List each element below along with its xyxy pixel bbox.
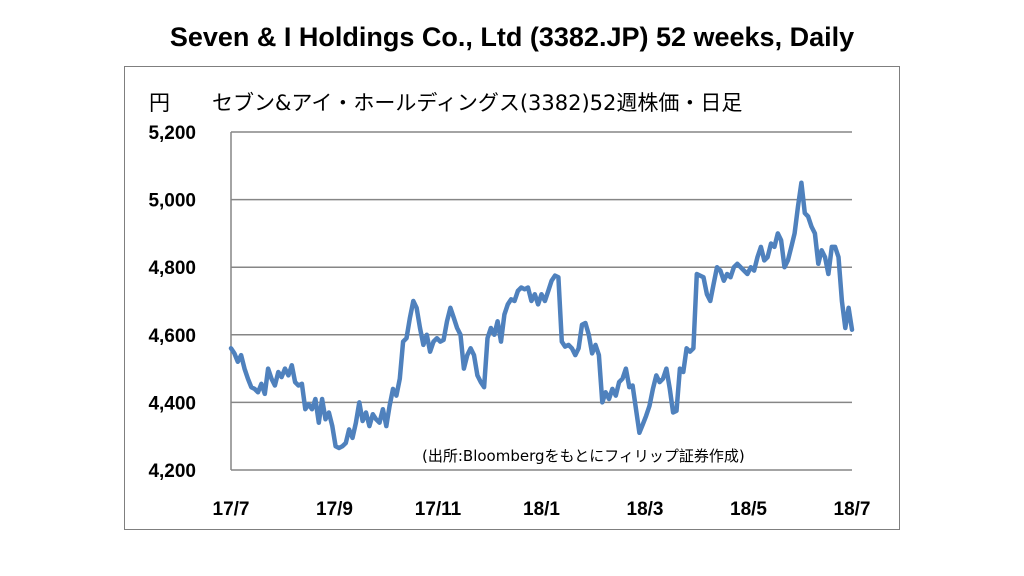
chart-title: Seven & I Holdings Co., Ltd (3382.JP) 52… [169, 22, 855, 52]
x-tick-label: 18/3 [627, 499, 664, 520]
chart-subtitle: セブン&アイ・ホールディングス(3382)52週株価・日足 [212, 91, 742, 115]
x-tick-label: 17/11 [415, 499, 462, 520]
x-tick-label: 17/9 [316, 499, 353, 520]
x-tick-label: 18/7 [834, 499, 871, 520]
y-tick-label: 5,200 [148, 123, 196, 144]
y-tick-label: 5,000 [148, 191, 196, 212]
gridlines [231, 131, 852, 404]
chart-frame [124, 66, 900, 530]
y-tick-label: 4,600 [148, 326, 196, 347]
y-axis-unit-label: 円 [149, 91, 170, 115]
y-tick-labels: 4,200 4,400 4,600 4,800 5,000 5,200 [148, 123, 196, 482]
series-line-price [228, 180, 855, 451]
x-tick-label: 18/1 [523, 499, 560, 520]
x-tick-label: 17/7 [213, 499, 250, 520]
y-tick-label: 4,200 [148, 461, 196, 482]
source-note: (出所:Bloombergをもとにフィリップ証券作成) [422, 447, 745, 465]
x-tick-labels: 17/7 17/9 17/11 18/1 18/3 18/5 18/7 [213, 499, 871, 520]
x-tick-label: 18/5 [730, 499, 767, 520]
y-tick-label: 4,800 [148, 258, 196, 279]
y-tick-label: 4,400 [148, 393, 196, 414]
